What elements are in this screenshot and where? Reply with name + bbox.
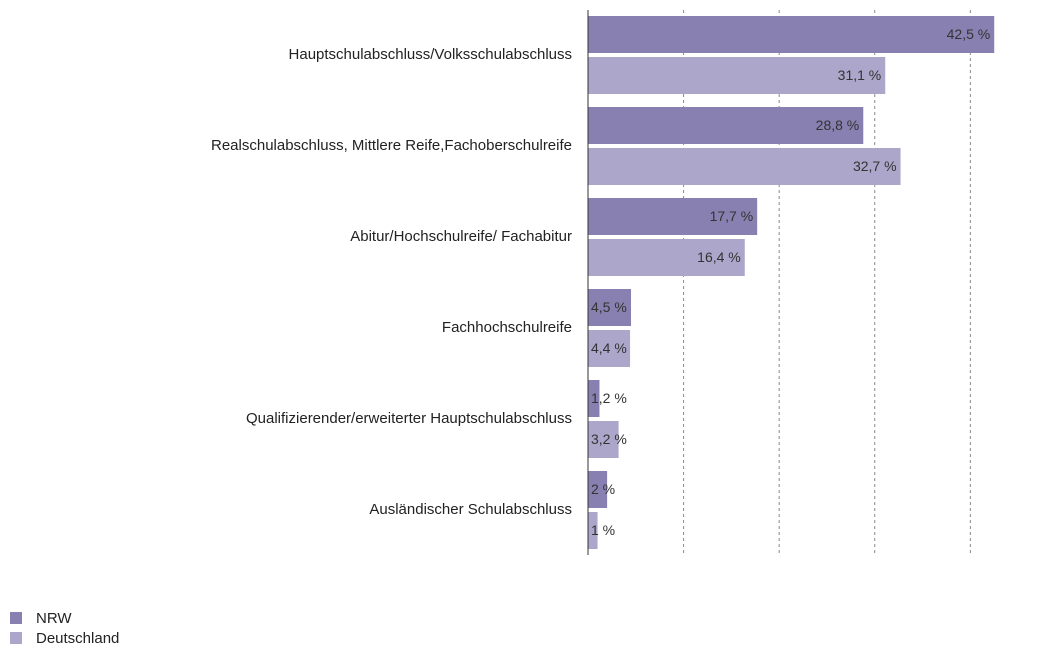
- category-label: Ausländischer Schulabschluss: [369, 501, 572, 518]
- category-label: Realschulabschluss, Mittlere Reife,Facho…: [211, 137, 572, 154]
- category-label: Fachhochschulreife: [442, 319, 572, 336]
- bar: [588, 239, 745, 276]
- bar: [588, 107, 864, 144]
- value-label: 17,7 %: [710, 208, 754, 224]
- bar: [588, 57, 886, 94]
- legend-label: Deutschland: [36, 630, 119, 647]
- value-label: 28,8 %: [816, 117, 860, 133]
- value-label: 31,1 %: [838, 67, 882, 83]
- value-label: 4,4 %: [591, 340, 627, 356]
- value-label: 32,7 %: [853, 158, 897, 174]
- value-label: 1 %: [591, 522, 615, 538]
- legend-swatch: [10, 632, 22, 644]
- category-label: Hauptschulabschluss/Volksschulabschluss: [289, 46, 572, 63]
- bar: [588, 471, 608, 508]
- value-label: 1,2 %: [591, 390, 627, 406]
- legend-swatch: [10, 612, 22, 624]
- bar: [588, 421, 619, 458]
- category-label: Abitur/Hochschulreife/ Fachabitur: [350, 228, 572, 245]
- value-label: 2 %: [591, 481, 615, 497]
- bar: [588, 148, 901, 185]
- bar: [588, 198, 758, 235]
- value-label: 4,5 %: [591, 299, 627, 315]
- value-label: 16,4 %: [697, 249, 741, 265]
- bar: [588, 330, 631, 367]
- category-label: Qualifizierender/erweiterter Hauptschula…: [246, 410, 572, 427]
- legend-label: NRW: [36, 610, 72, 627]
- value-label: 3,2 %: [591, 431, 627, 447]
- bar: [588, 16, 995, 53]
- bar: [588, 512, 598, 549]
- value-label: 42,5 %: [947, 26, 991, 42]
- bar: [588, 289, 632, 326]
- bar: [588, 380, 600, 417]
